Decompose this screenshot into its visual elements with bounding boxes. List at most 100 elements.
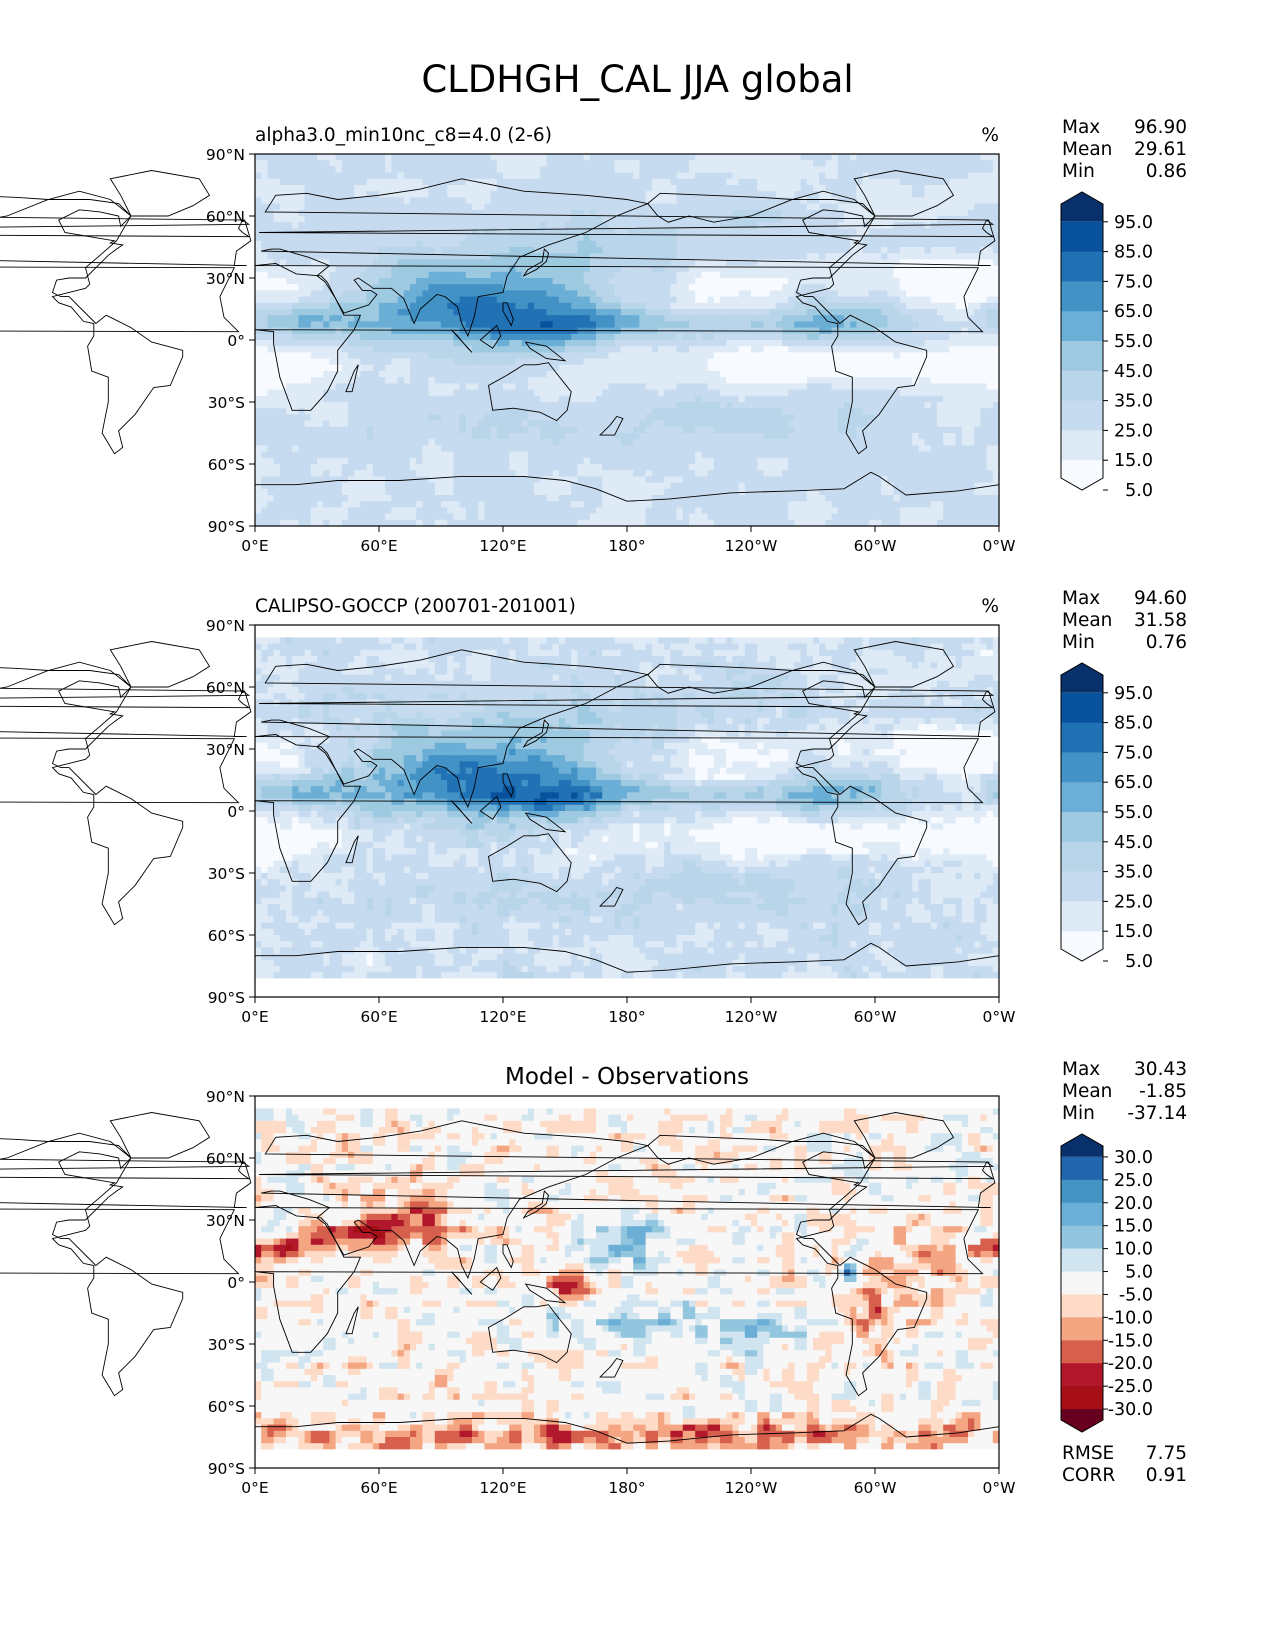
field-cell bbox=[720, 197, 727, 205]
field-cell bbox=[614, 389, 622, 397]
field-cell bbox=[496, 259, 504, 267]
field-cell bbox=[875, 166, 882, 174]
field-cell bbox=[862, 296, 870, 304]
field-cell bbox=[341, 402, 349, 409]
field-cell bbox=[658, 154, 665, 161]
field-cell bbox=[583, 395, 591, 403]
field-cell bbox=[453, 346, 461, 353]
field-cell bbox=[887, 240, 895, 248]
field-cell bbox=[329, 160, 337, 167]
field-cell bbox=[875, 290, 882, 298]
field-cell bbox=[912, 172, 919, 180]
field-cell bbox=[434, 290, 442, 298]
field-cell bbox=[484, 209, 492, 217]
field-cell bbox=[509, 352, 516, 360]
field-cell bbox=[627, 203, 634, 211]
field-cell bbox=[385, 234, 392, 242]
field-cell bbox=[354, 178, 361, 186]
field-cell bbox=[682, 178, 690, 186]
field-cell bbox=[794, 222, 802, 229]
field-cell bbox=[701, 197, 709, 205]
field-cell bbox=[949, 160, 957, 167]
field-cell bbox=[521, 247, 529, 254]
field-cell bbox=[391, 302, 399, 310]
field-cell bbox=[484, 278, 492, 285]
field-cell bbox=[633, 216, 640, 223]
field-cell bbox=[992, 296, 1000, 304]
field-cell bbox=[335, 278, 343, 285]
field-cell bbox=[323, 315, 330, 322]
field-cell bbox=[992, 191, 1000, 198]
field-cell bbox=[620, 259, 628, 267]
field-cell bbox=[980, 364, 988, 372]
field-cell bbox=[974, 402, 981, 409]
field-cell bbox=[273, 240, 281, 248]
field-cell bbox=[298, 302, 306, 310]
field-cell bbox=[875, 172, 882, 180]
field-cell bbox=[695, 209, 702, 217]
field-cell bbox=[496, 296, 504, 304]
field-cell bbox=[906, 358, 913, 366]
field-cell bbox=[379, 154, 386, 161]
field-cell bbox=[738, 371, 746, 378]
field-cell bbox=[546, 402, 554, 409]
field-cell bbox=[670, 315, 678, 322]
field-cell bbox=[968, 346, 975, 353]
field-cell bbox=[831, 234, 839, 242]
field-cell bbox=[856, 265, 864, 273]
field-cell bbox=[552, 309, 560, 316]
field-cell bbox=[614, 185, 622, 192]
field-cell bbox=[949, 364, 957, 372]
field-cell bbox=[627, 240, 634, 248]
field-cell bbox=[335, 364, 343, 372]
field-cell bbox=[267, 253, 275, 260]
field-cell bbox=[472, 389, 479, 397]
field-cell bbox=[577, 154, 585, 161]
field-cell bbox=[391, 178, 399, 186]
field-cell bbox=[775, 377, 783, 384]
field-cell bbox=[273, 185, 281, 192]
field-cell bbox=[850, 364, 857, 372]
field-cell bbox=[552, 358, 560, 366]
field-cell bbox=[831, 302, 839, 310]
field-cell bbox=[620, 197, 628, 205]
field-cell bbox=[410, 154, 417, 161]
field-cell bbox=[453, 271, 461, 279]
field-cell bbox=[732, 172, 740, 180]
field-cell bbox=[558, 358, 566, 366]
field-cell bbox=[255, 327, 262, 335]
field-cell bbox=[806, 172, 814, 180]
field-cell bbox=[472, 340, 479, 347]
field-cell bbox=[583, 259, 591, 267]
field-cell bbox=[496, 154, 504, 161]
field-cell bbox=[949, 278, 957, 285]
field-cell bbox=[416, 228, 423, 236]
field-cell bbox=[664, 408, 671, 415]
field-cell bbox=[695, 284, 702, 291]
field-cell bbox=[713, 402, 721, 409]
field-cell bbox=[707, 247, 715, 254]
field-cell bbox=[391, 364, 399, 372]
field-cell bbox=[943, 228, 950, 236]
field-cell bbox=[478, 222, 485, 229]
field-cell bbox=[627, 377, 634, 384]
field-cell bbox=[441, 247, 448, 254]
field-cell bbox=[627, 284, 634, 291]
field-cell bbox=[732, 271, 740, 279]
field-cell bbox=[546, 216, 554, 223]
field-cell bbox=[391, 197, 399, 205]
field-cell bbox=[937, 222, 944, 229]
field-cell bbox=[540, 216, 547, 223]
field-cell bbox=[639, 340, 647, 347]
field-cell bbox=[348, 383, 355, 391]
field-cell bbox=[627, 265, 634, 273]
field-cell bbox=[633, 185, 640, 192]
field-cell bbox=[589, 296, 597, 304]
field-cell bbox=[310, 216, 318, 223]
field-cell bbox=[279, 234, 287, 242]
field-cell bbox=[875, 321, 882, 329]
field-cell bbox=[503, 259, 510, 267]
field-cell bbox=[813, 346, 820, 353]
field-cell bbox=[577, 209, 585, 217]
field-cell bbox=[267, 352, 275, 360]
